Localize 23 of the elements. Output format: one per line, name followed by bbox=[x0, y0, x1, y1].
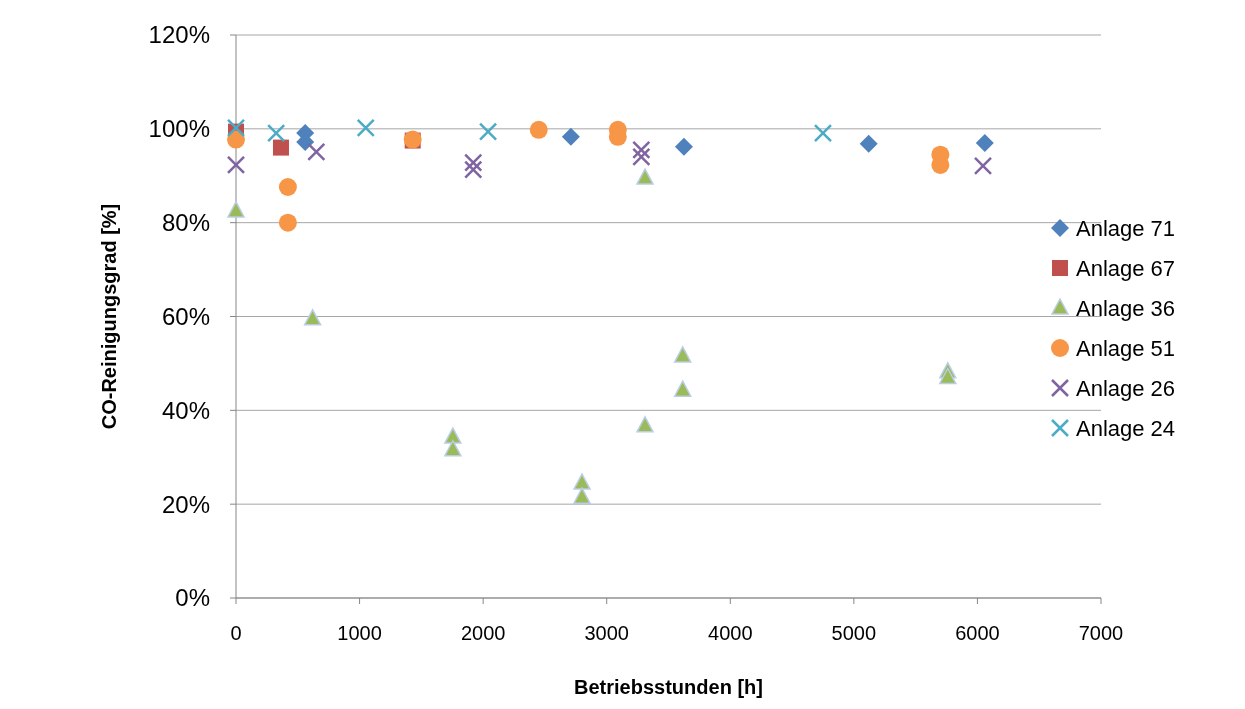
x-tick-label: 3000 bbox=[584, 622, 629, 644]
legend-label: Anlage 67 bbox=[1076, 255, 1176, 281]
x-tick-label: 0 bbox=[230, 622, 242, 644]
legend-label: Anlage 71 bbox=[1076, 215, 1176, 241]
legend-label: Anlage 24 bbox=[1076, 415, 1176, 441]
x-tick-label: 5000 bbox=[831, 622, 877, 644]
y-tick-label: 40% bbox=[161, 396, 210, 424]
x-tick-label: 7000 bbox=[1078, 622, 1124, 644]
y-tick-label: 20% bbox=[161, 490, 210, 518]
legend-label: Anlage 26 bbox=[1076, 375, 1176, 401]
legend-label: Anlage 36 bbox=[1076, 295, 1176, 321]
y-tick-label: 100% bbox=[148, 115, 210, 143]
y-tick-label: 80% bbox=[161, 209, 210, 237]
x-tick-label: 2000 bbox=[460, 622, 506, 644]
y-tick-label: 60% bbox=[161, 302, 210, 330]
x-tick-label: 1000 bbox=[337, 622, 382, 644]
y-tick-label: 120% bbox=[148, 21, 210, 49]
x-axis-title: Betriebsstunden [h] bbox=[574, 676, 763, 698]
y-tick-label: 0% bbox=[175, 584, 210, 612]
y-axis-title: CO-Reinigungsgrad [%] bbox=[98, 203, 120, 430]
legend-label: Anlage 51 bbox=[1076, 335, 1176, 361]
x-tick-label: 6000 bbox=[955, 622, 1000, 644]
x-tick-label: 4000 bbox=[708, 622, 753, 644]
